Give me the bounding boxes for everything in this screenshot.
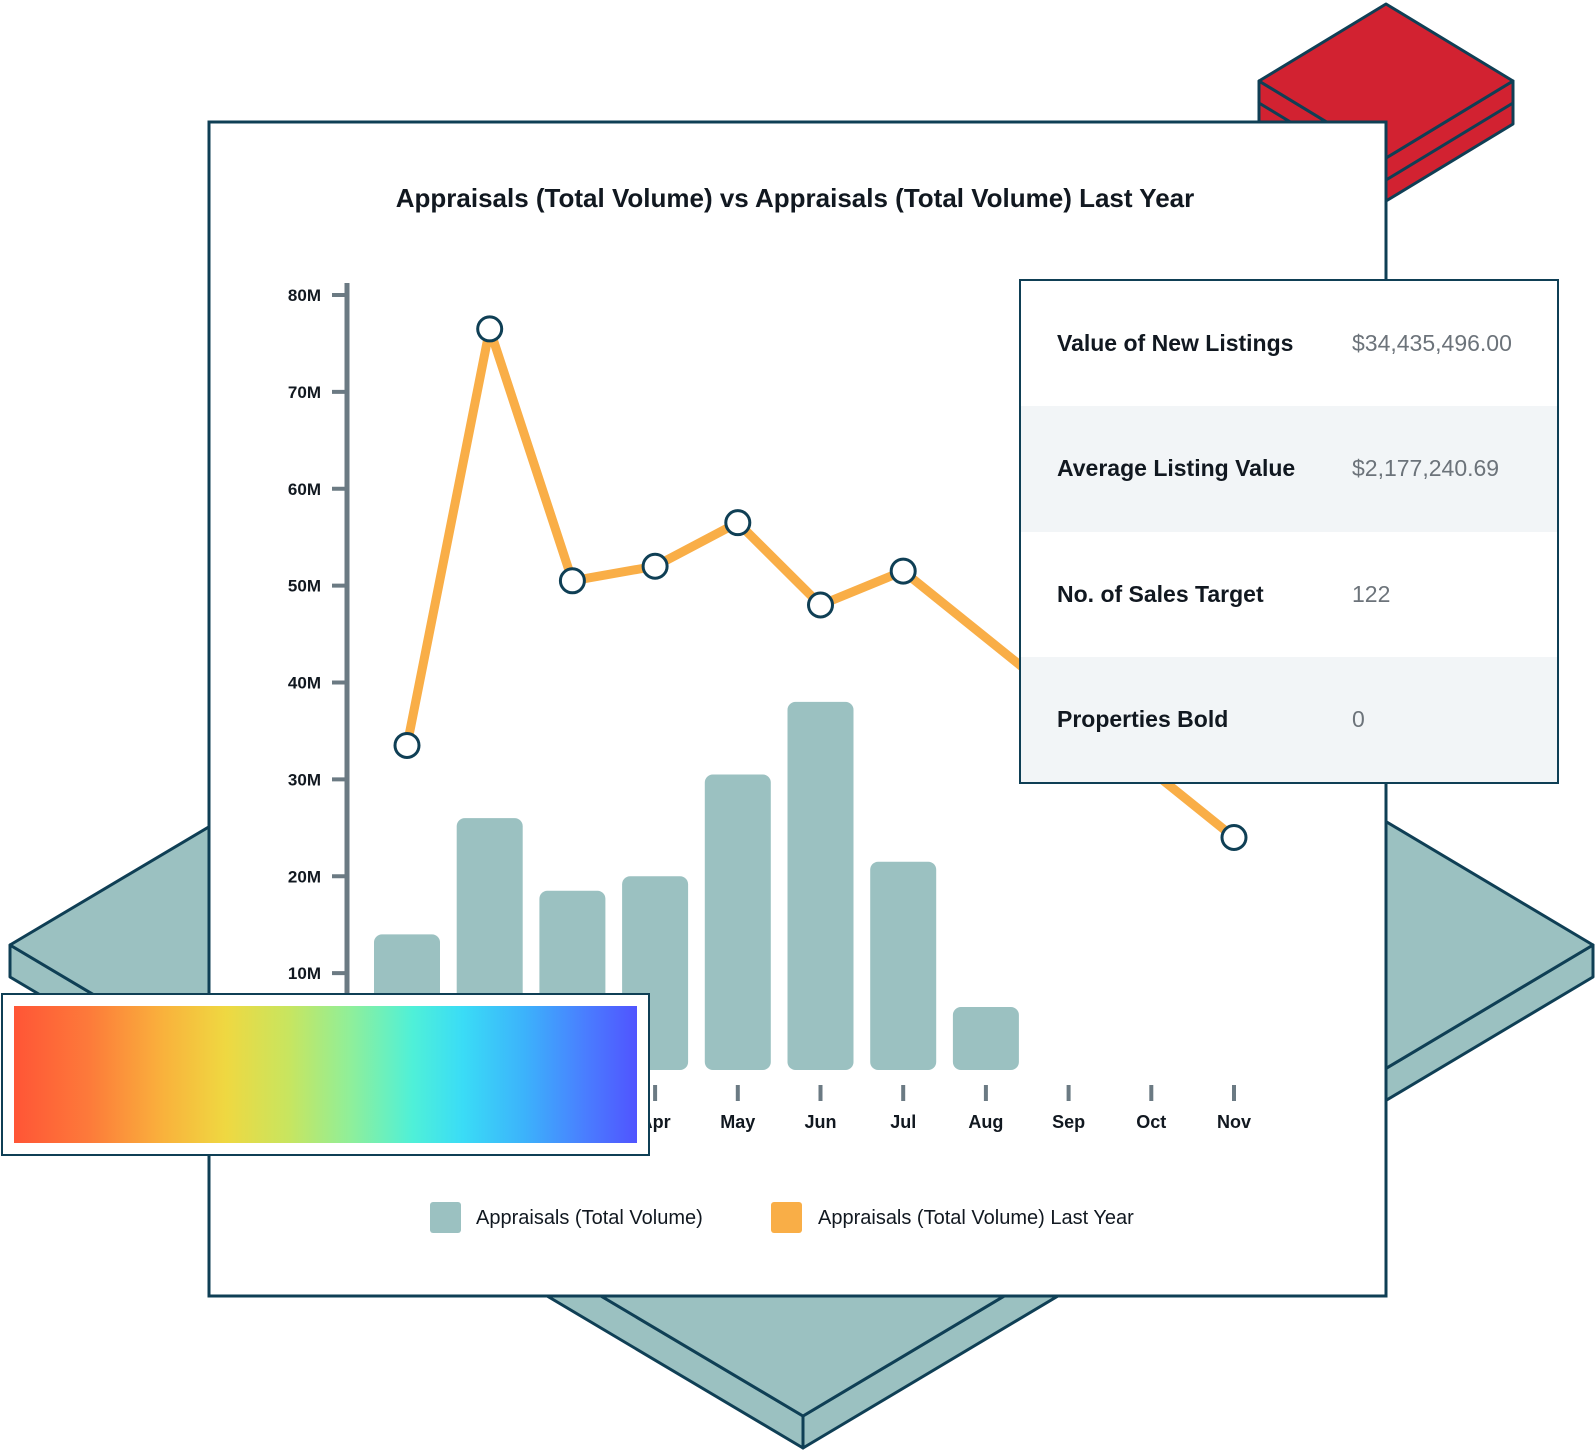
legend-label-line: Appraisals (Total Volume) Last Year <box>818 1207 1134 1229</box>
info-label: Properties Bold <box>1057 705 1229 732</box>
info-value: $2,177,240.69 <box>1352 455 1500 482</box>
line-point <box>724 509 752 537</box>
x-tick-label: Jul <box>890 1112 916 1132</box>
color-gradient-bar <box>14 1006 637 1143</box>
bar <box>704 774 771 1070</box>
y-tick-label: 40M <box>288 674 321 693</box>
y-tick-label: 30M <box>288 770 321 789</box>
x-tick-label: Jun <box>804 1112 836 1132</box>
series-line <box>402 324 1239 842</box>
y-tick-label: 60M <box>288 480 321 499</box>
info-row-properties-bold: Properties Bold 0 <box>1021 656 1557 782</box>
info-row-new-listings: Value of New Listings $34,435,496.00 <box>1021 281 1557 406</box>
y-ticks: 10M 20M 30M 40M 50M 60M 70M 80M <box>288 286 347 983</box>
x-tick-label: Sep <box>1052 1112 1085 1132</box>
x-tick-label: Oct <box>1136 1112 1166 1132</box>
chart-title: Appraisals (Total Volume) vs Appraisals … <box>396 183 1195 213</box>
x-tick-label: Nov <box>1217 1112 1251 1132</box>
info-value: $34,435,496.00 <box>1352 330 1512 357</box>
legend-label-bars: Appraisals (Total Volume) <box>476 1207 703 1229</box>
info-value: 0 <box>1352 705 1365 732</box>
line-point <box>558 567 586 595</box>
x-ticks: Apr May Jun Jul Aug Sep Oct Nov <box>405 1085 1251 1132</box>
y-tick-label: 80M <box>288 286 321 305</box>
info-value: 122 <box>1352 580 1391 607</box>
line-point <box>393 731 421 759</box>
info-label: Value of New Listings <box>1057 330 1294 357</box>
info-row-sales-target: No. of Sales Target 122 <box>1021 532 1557 657</box>
line-point <box>1220 824 1248 851</box>
line-point <box>641 552 669 580</box>
legend: Appraisals (Total Volume) Appraisals (To… <box>430 1202 1134 1233</box>
line-point <box>889 557 917 585</box>
info-card: Value of New Listings $34,435,496.00 Ave… <box>1019 279 1559 784</box>
bar <box>952 1007 1019 1070</box>
bar <box>870 861 937 1070</box>
info-row-average-listing: Average Listing Value $2,177,240.69 <box>1021 406 1557 532</box>
info-label: No. of Sales Target <box>1057 580 1264 607</box>
x-tick-label: May <box>720 1112 755 1132</box>
info-label: Average Listing Value <box>1057 455 1296 482</box>
line-series <box>393 315 1248 851</box>
y-tick-label: 50M <box>288 577 321 596</box>
color-scale-legend <box>1 993 650 1156</box>
bar <box>787 701 854 1070</box>
y-tick-label: 10M <box>288 964 321 983</box>
line-point <box>476 315 504 343</box>
y-tick-label: 70M <box>288 383 321 402</box>
legend-swatch-line <box>771 1202 802 1233</box>
line-point <box>807 591 834 619</box>
x-tick-label: Aug <box>968 1112 1003 1132</box>
legend-swatch-bars <box>430 1202 461 1233</box>
y-tick-label: 20M <box>288 867 321 886</box>
